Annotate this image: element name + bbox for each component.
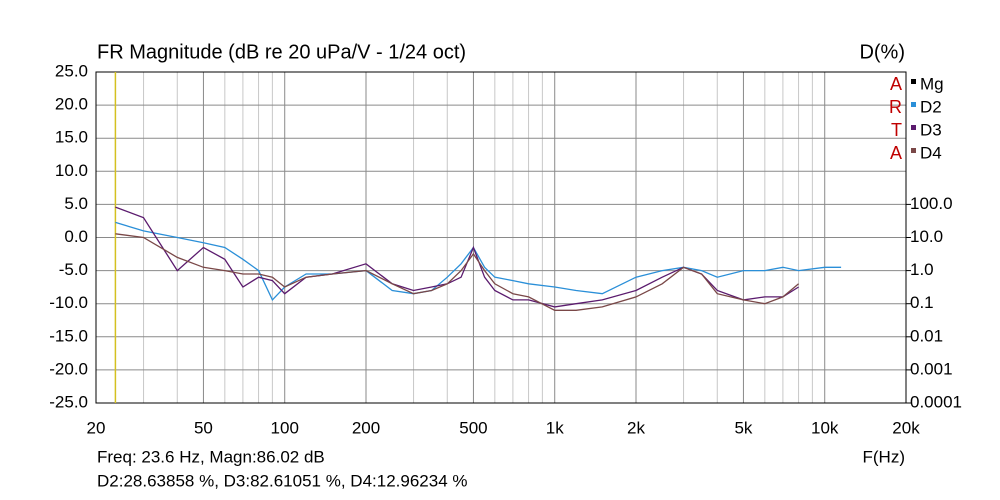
- y2-tick-label: 0.01: [910, 326, 943, 345]
- x-axis-label: F(Hz): [863, 447, 905, 466]
- y2-tick-label: 10.0: [910, 227, 943, 246]
- series-line: [115, 233, 800, 311]
- x-tick-label: 100: [271, 418, 299, 437]
- y-tick-label: 20.0: [55, 95, 88, 114]
- y-tick-label: 10.0: [55, 161, 88, 180]
- legend-label: D4: [920, 143, 942, 162]
- y-tick-label: 5.0: [64, 194, 88, 213]
- y-tick-label: -10.0: [49, 293, 88, 312]
- series-line: [115, 221, 842, 302]
- x-tick-label: 20: [87, 418, 106, 437]
- legend-swatch: [911, 102, 916, 107]
- legend-swatch: [911, 125, 916, 130]
- x-tick-label: 200: [352, 418, 380, 437]
- y-tick-label: -25.0: [49, 392, 88, 411]
- y-tick-label: -15.0: [49, 326, 88, 345]
- y2-tick-label: 0.001: [910, 359, 953, 378]
- y-tick-label: 25.0: [55, 61, 88, 80]
- annotation: D2:28.63858 %, D3:82.61051 %, D4:12.9623…: [97, 471, 468, 490]
- y2-tick-label: 0.0001: [910, 392, 962, 411]
- y-tick-label: 0.0: [64, 227, 88, 246]
- annotation: Freq: 23.6 Hz, Magn:86.02 dB: [97, 447, 325, 466]
- y2-axis-label: D(%): [859, 41, 905, 63]
- x-tick-label: 5k: [734, 418, 752, 437]
- x-tick-label: 10k: [811, 418, 839, 437]
- chart-title: FR Magnitude (dB re 20 uPa/V - 1/24 oct): [97, 41, 466, 63]
- y-tick-label: -20.0: [49, 359, 88, 378]
- x-tick-label: 20k: [892, 418, 920, 437]
- legend-swatch: [911, 148, 916, 153]
- y2-tick-label: 100.0: [910, 194, 953, 213]
- logo-letter: T: [891, 120, 902, 140]
- y-tick-label: -5.0: [59, 260, 88, 279]
- y2-tick-label: 0.1: [910, 293, 934, 312]
- logo-letter: R: [889, 97, 902, 117]
- legend-label: D3: [920, 120, 942, 139]
- x-tick-label: 1k: [546, 418, 564, 437]
- legend-swatch: [911, 79, 916, 84]
- plot-frame: [95, 71, 907, 404]
- x-tick-label: 2k: [627, 418, 645, 437]
- x-tick-label: 500: [459, 418, 487, 437]
- logo-letter: A: [890, 143, 902, 163]
- legend-label: D2: [920, 97, 942, 116]
- legend-label: Mg: [920, 74, 944, 93]
- y-tick-label: 15.0: [55, 128, 88, 147]
- x-tick-label: 50: [194, 418, 213, 437]
- logo-letter: A: [890, 74, 902, 94]
- y2-tick-label: 1.0: [910, 260, 934, 279]
